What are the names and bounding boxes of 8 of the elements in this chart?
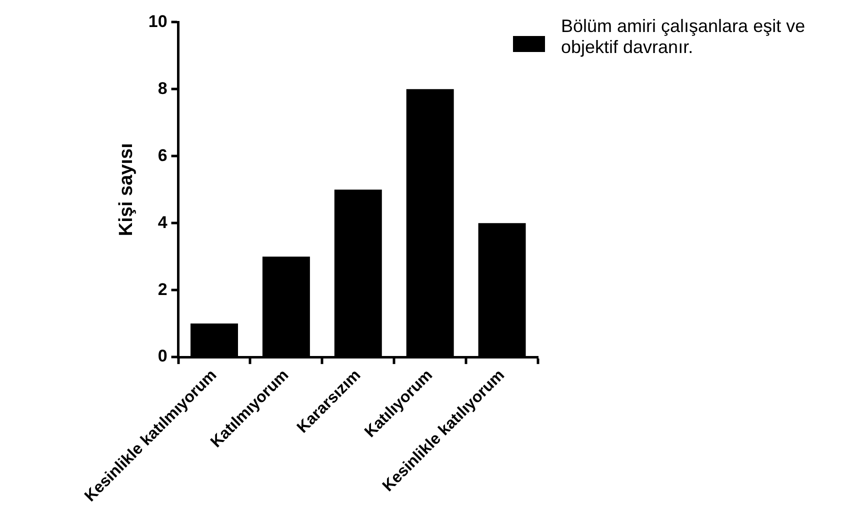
y-tick-label: 6 <box>158 146 168 165</box>
y-tick-label: 10 <box>148 12 168 31</box>
y-axis-title: Kişi sayısı <box>116 143 138 236</box>
y-tick-label: 2 <box>158 280 168 299</box>
y-tick-label: 4 <box>158 212 168 232</box>
y-tick-label: 8 <box>158 78 168 98</box>
y-tick-label: 0 <box>158 346 168 366</box>
legend-label: Bölüm amiri çalışanlara eşit ve objektif davranır. <box>561 16 806 58</box>
